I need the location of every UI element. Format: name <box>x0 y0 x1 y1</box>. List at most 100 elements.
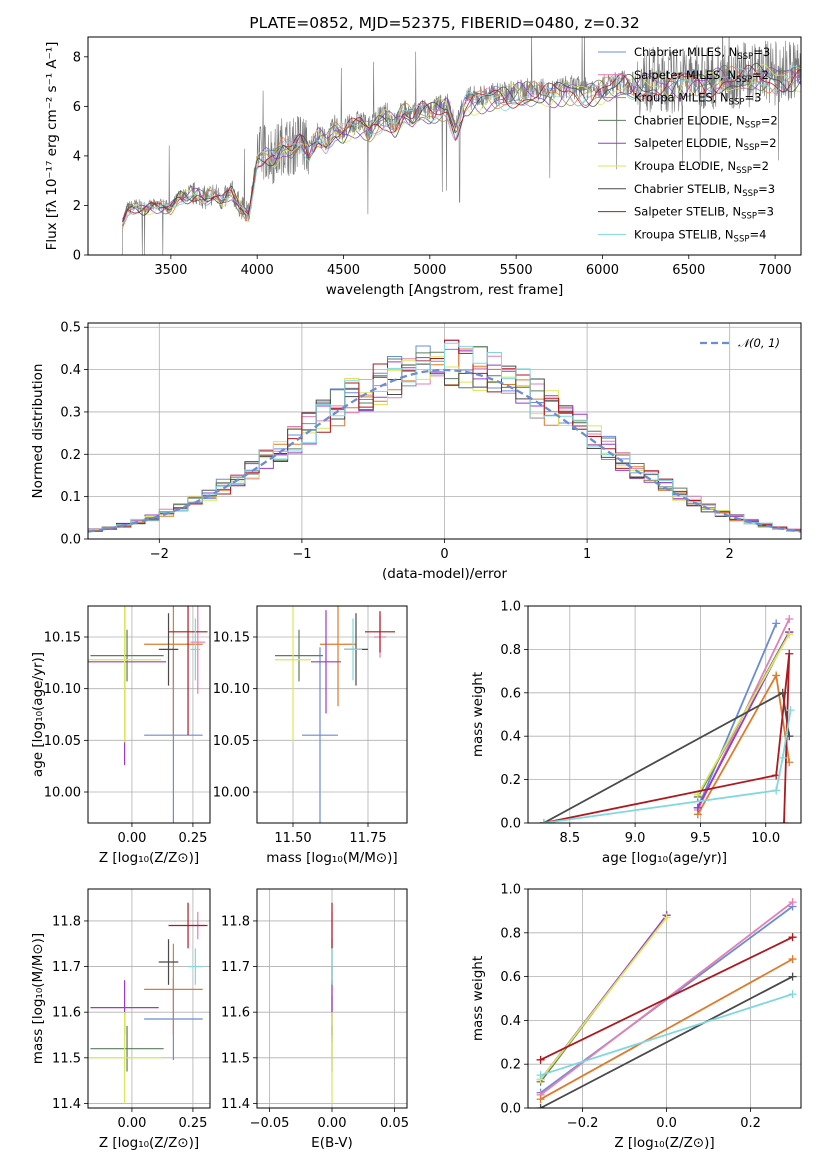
legend-sep: , N <box>720 68 736 82</box>
panel-residuals: −2 −1 0 1 2 0.0 0.1 0.2 0.3 0.4 0.5 (data-model)/er… <box>30 321 802 582</box>
legend-count: =2 <box>760 136 777 150</box>
tick-label-y: 1.0 <box>500 883 521 898</box>
legend-label: Chabrier MILES, NSSP=3 <box>634 45 770 62</box>
x-axis-label: (data-model)/error <box>382 566 508 582</box>
tick-label-x: 0.00 <box>117 831 146 846</box>
legend-sep: , N <box>725 205 741 219</box>
tick-label-x: 0.00 <box>117 1116 146 1131</box>
series-kroupa-miles-marker <box>536 1095 545 1104</box>
tick-label-y: 10.05 <box>213 734 250 749</box>
tick-label-x: 0.00 <box>318 1116 347 1131</box>
axes-frame <box>527 888 802 1109</box>
series-kroupa-stelib <box>543 710 792 823</box>
plot-area-massweight_vs_Z <box>536 898 797 1108</box>
tick-label-x: 9.5 <box>690 831 711 846</box>
plot-area-residuals <box>88 339 801 534</box>
series-chabrier-stelib <box>540 975 794 1108</box>
series-salpeter-stelib-marker <box>788 933 797 942</box>
tick-label-x: 4500 <box>327 263 360 278</box>
tick-label-x: 6000 <box>586 263 619 278</box>
legend-label: Kroupa ELODIE, NSSP=2 <box>634 159 769 176</box>
legend-subscript: SSP <box>736 75 752 85</box>
series-kroupa-stelib-marker <box>786 706 795 715</box>
tick-label-y: 10.15 <box>44 631 81 646</box>
tick-label-x: 10.0 <box>751 831 780 846</box>
tick-label-y: 8 <box>73 50 81 65</box>
series-kroupa-miles-marker <box>772 671 781 680</box>
tick-label-y: 0.0 <box>60 533 81 548</box>
series-kroupa-elodie <box>539 916 668 1081</box>
legend-count: =3 <box>753 45 770 59</box>
series-salpeter-stelib-marker <box>536 1055 545 1064</box>
tick-label-x: −1 <box>292 547 311 562</box>
legend-sep: , N <box>713 91 729 105</box>
y-axis-label: Normed distribution <box>30 364 46 499</box>
tick-label-y: 11.8 <box>221 914 250 929</box>
panel-massweight_vs_age: 8.5 9.0 9.5 10.0 0.0 0.2 0.4 0.6 0.8 1.0 age [log₁… <box>470 600 802 866</box>
legend-count: =4 <box>749 227 766 241</box>
legend-label: Chabrier ELODIE, NSSP=2 <box>634 113 778 130</box>
tick-label-x: 7000 <box>759 263 792 278</box>
legend-label: 𝒩(0, 1) <box>738 336 780 350</box>
legend-name: Salpeter STELIB <box>634 205 725 219</box>
axes-frame <box>87 36 802 256</box>
x-axis-label: E(B-V) <box>311 1135 353 1151</box>
tick-label-y: 4 <box>73 149 81 164</box>
series-kroupa-elodie-marker <box>785 630 794 639</box>
legend-sep: , N <box>718 227 734 241</box>
tick-label-x: 3500 <box>154 263 187 278</box>
x-axis-label: Z [log₁₀(Z/Z⊙)] <box>614 1135 714 1151</box>
tick-label-y: 0.2 <box>60 448 81 463</box>
tick-label-x: 1 <box>583 547 591 562</box>
series-kroupa-stelib-marker <box>539 819 548 823</box>
tick-label-x: 11.75 <box>349 831 386 846</box>
axes-frame <box>527 605 802 824</box>
tick-label-x: 5500 <box>500 263 533 278</box>
tick-label-y: 0.2 <box>500 773 521 788</box>
tick-label-y: 11.7 <box>221 960 250 975</box>
legend-label: Salpeter STELIB, NSSP=3 <box>634 205 774 222</box>
tick-label-y: 11.4 <box>52 1097 81 1112</box>
axes-frame <box>87 888 211 1109</box>
axes-frame <box>87 322 802 540</box>
legend-sep: , N <box>720 159 736 173</box>
tick-label-y: 10.00 <box>213 786 250 801</box>
series-kroupa-stelib-marker <box>772 786 781 795</box>
legend-count: =2 <box>752 68 769 82</box>
series-salpeter-elodie-marker <box>693 803 702 812</box>
tick-label-y: 0.3 <box>60 405 81 420</box>
series-chabrier-miles <box>696 623 778 809</box>
legend-count: =2 <box>752 159 769 173</box>
x-axis-label: mass [log₁₀(M/M⊙)] <box>266 850 397 866</box>
legend-subscript: SSP <box>736 166 752 176</box>
tick-label-y: 0.8 <box>500 926 521 941</box>
tick-label-x: 0 <box>440 547 448 562</box>
axes-frame <box>256 888 408 1109</box>
legend-label: Salpeter MILES, NSSP=2 <box>634 68 769 85</box>
tick-label-x: 0.0 <box>656 1116 677 1131</box>
tick-label-x: 0.25 <box>178 831 207 846</box>
tick-label-x: −0.05 <box>250 1116 290 1131</box>
legend-count: =3 <box>758 182 775 196</box>
series-salpeter-miles-marker <box>785 615 794 624</box>
spectrum-model-salpeter-miles <box>122 68 801 228</box>
spectrum-model-salpeter-elodie <box>122 67 801 220</box>
residual-legend: 𝒩(0, 1) <box>700 336 780 350</box>
legend-subscript: SSP <box>737 52 753 62</box>
tick-label-x: 8.5 <box>559 831 580 846</box>
plot-area-mass_vs_Z <box>88 902 208 1104</box>
legend-name: Chabrier MILES <box>634 45 721 59</box>
legend-name: Salpeter ELODIE <box>634 136 728 150</box>
tick-label-y: 10.10 <box>44 682 81 697</box>
spectrum-model-chabrier-stelib <box>122 62 801 226</box>
tick-label-y: 0.4 <box>60 363 81 378</box>
legend-name: Kroupa MILES <box>634 91 713 105</box>
tick-label-y: 10.10 <box>213 682 250 697</box>
series-chabrier-stelib <box>543 691 791 823</box>
plot-area-age_vs_mass <box>275 606 395 823</box>
tick-label-y: 10.00 <box>44 786 81 801</box>
legend-count: =2 <box>761 113 778 127</box>
series-salpeter-miles-marker <box>788 898 797 907</box>
